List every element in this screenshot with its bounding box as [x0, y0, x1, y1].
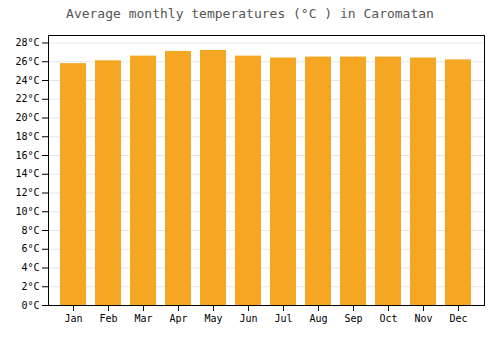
- svg-text:Sep: Sep: [344, 313, 362, 324]
- svg-text:24°C: 24°C: [15, 75, 39, 86]
- svg-text:8°C: 8°C: [21, 225, 39, 236]
- svg-text:Mar: Mar: [134, 313, 152, 324]
- html-text:Average monthly temperatures (: Average monthly temperatures (°C ) in Ca…: [66, 6, 434, 21]
- svg-text:Feb: Feb: [99, 313, 117, 324]
- svg-text:16°C: 16°C: [15, 150, 39, 161]
- svg-text:10°C: 10°C: [15, 206, 39, 217]
- svg-text:Dec: Dec: [449, 313, 467, 324]
- svg-text:Aug: Aug: [309, 313, 327, 324]
- svg-text:Jun: Jun: [239, 313, 257, 324]
- svg-text:4°C: 4°C: [21, 262, 39, 273]
- svg-text:Jan: Jan: [64, 313, 82, 324]
- svg-text:20°C: 20°C: [15, 112, 39, 123]
- svg-text:Jul: Jul: [274, 313, 292, 324]
- svg-text:Oct: Oct: [379, 313, 397, 324]
- svg-text:28°C: 28°C: [15, 37, 39, 48]
- svg-text:Nov: Nov: [414, 313, 432, 324]
- svg-text:6°C: 6°C: [21, 243, 39, 254]
- svg-text:May: May: [204, 313, 222, 324]
- svg-text:14°C: 14°C: [15, 168, 39, 179]
- svg-text:2°C: 2°C: [21, 281, 39, 292]
- svg-text:26°C: 26°C: [15, 56, 39, 67]
- svg-text:0°C: 0°C: [21, 300, 39, 311]
- svg-text:12°C: 12°C: [15, 187, 39, 198]
- svg-text:18°C: 18°C: [15, 131, 39, 142]
- svg-text:22°C: 22°C: [15, 93, 39, 104]
- svg-text:Apr: Apr: [169, 313, 187, 324]
